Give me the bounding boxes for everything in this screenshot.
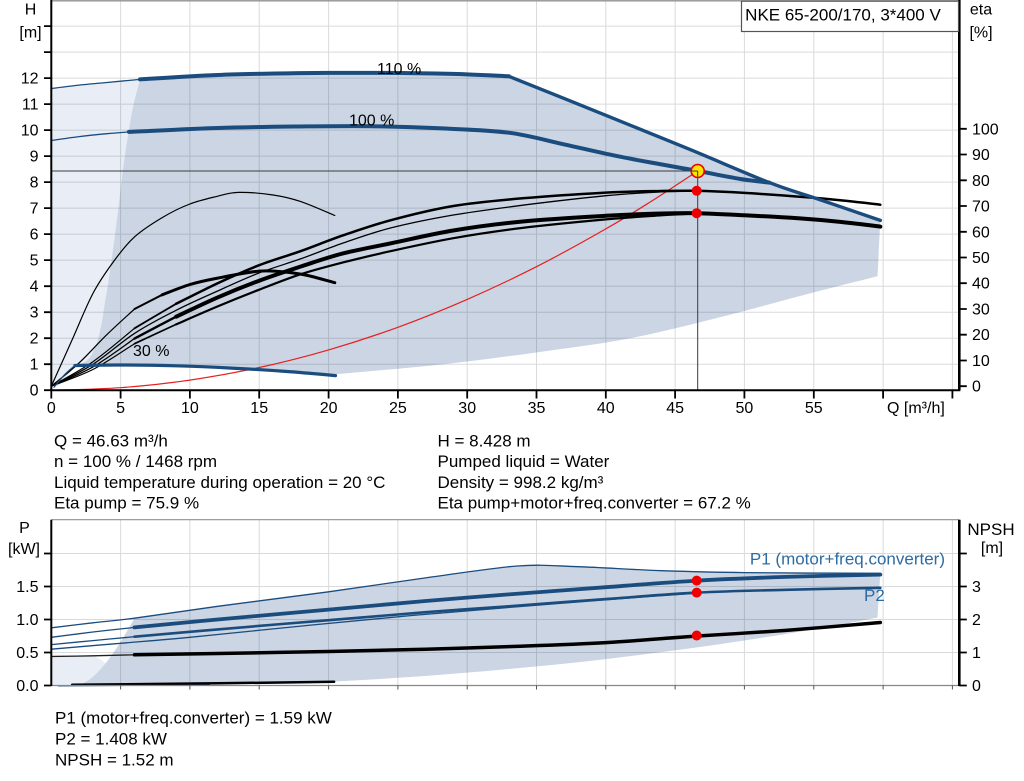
svg-text:45: 45 (666, 400, 684, 417)
svg-text:NPSH = 1.52 m: NPSH = 1.52 m (55, 751, 174, 770)
svg-text:1: 1 (972, 645, 981, 662)
svg-text:[%]: [%] (969, 25, 992, 42)
svg-text:100: 100 (972, 121, 999, 138)
svg-text:1: 1 (30, 357, 39, 374)
svg-text:40: 40 (972, 276, 990, 293)
svg-text:10: 10 (972, 353, 990, 370)
svg-text:8: 8 (30, 175, 39, 192)
svg-text:0: 0 (972, 379, 981, 396)
svg-text:6: 6 (30, 227, 39, 244)
svg-text:[kW]: [kW] (8, 541, 40, 558)
svg-text:0.5: 0.5 (16, 645, 38, 662)
svg-text:Eta pump = 75.9 %: Eta pump = 75.9 % (54, 494, 199, 513)
svg-text:P2: P2 (864, 586, 885, 605)
svg-text:0: 0 (30, 383, 39, 400)
svg-text:Density = 998.2 kg/m³: Density = 998.2 kg/m³ (438, 473, 604, 492)
svg-text:P: P (19, 520, 30, 537)
svg-text:[m]: [m] (981, 540, 1003, 557)
svg-text:12: 12 (21, 71, 39, 88)
svg-text:4: 4 (30, 279, 39, 296)
svg-text:20: 20 (320, 400, 338, 417)
svg-text:0: 0 (47, 400, 56, 417)
svg-text:1.5: 1.5 (16, 579, 38, 596)
svg-text:NKE 65-200/170, 3*400 V: NKE 65-200/170, 3*400 V (745, 6, 941, 25)
svg-text:110 %: 110 % (377, 61, 421, 78)
svg-text:Pumped liquid = Water: Pumped liquid = Water (438, 452, 610, 471)
svg-text:11: 11 (22, 97, 39, 114)
svg-text:NPSH: NPSH (967, 520, 1014, 539)
svg-text:2: 2 (972, 612, 981, 629)
svg-text:7: 7 (30, 201, 39, 218)
svg-text:3: 3 (30, 305, 39, 322)
svg-text:Q = 46.63 m³/h: Q = 46.63 m³/h (54, 432, 168, 451)
svg-text:Eta pump+motor+freq.converter: Eta pump+motor+freq.converter = 67.2 % (438, 494, 751, 513)
svg-text:10: 10 (181, 400, 199, 417)
svg-text:3: 3 (972, 579, 981, 596)
svg-text:30 %: 30 % (133, 343, 169, 360)
svg-text:30: 30 (972, 302, 990, 319)
svg-text:P2 = 1.408 kW: P2 = 1.408 kW (55, 730, 167, 749)
svg-text:5: 5 (116, 400, 125, 417)
svg-text:50: 50 (736, 400, 754, 417)
svg-text:9: 9 (30, 149, 39, 166)
svg-text:15: 15 (250, 400, 268, 417)
svg-text:30: 30 (458, 400, 476, 417)
svg-text:0.0: 0.0 (16, 678, 38, 695)
svg-text:0: 0 (972, 678, 981, 695)
svg-text:5: 5 (30, 253, 39, 270)
svg-text:H: H (25, 2, 37, 19)
svg-text:25: 25 (389, 400, 407, 417)
svg-text:[m]: [m] (19, 25, 41, 42)
svg-text:2: 2 (30, 331, 39, 348)
svg-text:Liquid temperature during oper: Liquid temperature during operation = 20… (54, 473, 385, 492)
svg-text:P1 (motor+freq.converter) = 1.: P1 (motor+freq.converter) = 1.59 kW (55, 709, 332, 728)
svg-text:100 %: 100 % (349, 113, 394, 130)
svg-text:70: 70 (972, 199, 990, 216)
svg-text:10: 10 (21, 123, 39, 140)
svg-text:20: 20 (972, 327, 990, 344)
svg-text:40: 40 (597, 400, 615, 417)
svg-text:H = 8.428 m: H = 8.428 m (438, 432, 531, 451)
svg-text:35: 35 (528, 400, 546, 417)
svg-text:1.0: 1.0 (16, 612, 38, 629)
svg-text:60: 60 (972, 224, 990, 241)
svg-text:eta: eta (970, 2, 992, 19)
svg-text:P1 (motor+freq.converter): P1 (motor+freq.converter) (750, 550, 945, 569)
svg-text:90: 90 (972, 147, 990, 164)
svg-text:50: 50 (972, 250, 990, 267)
svg-text:55: 55 (805, 400, 823, 417)
svg-text:Q [m³/h]: Q [m³/h] (887, 400, 945, 417)
svg-text:80: 80 (972, 173, 990, 190)
svg-text:n = 100 % / 1468 rpm: n = 100 % / 1468 rpm (54, 452, 217, 471)
